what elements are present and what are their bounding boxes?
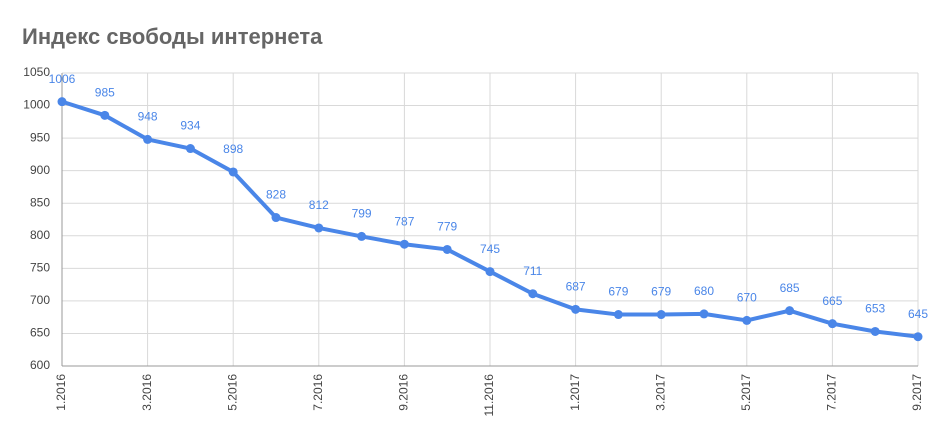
point bbox=[314, 223, 324, 233]
point bbox=[271, 213, 281, 223]
y-tick-label: 800 bbox=[30, 228, 50, 242]
data-label: 680 bbox=[694, 284, 714, 298]
y-tick-label: 1000 bbox=[23, 98, 50, 112]
point bbox=[656, 310, 666, 320]
point bbox=[442, 244, 452, 254]
data-label: 898 bbox=[223, 142, 243, 156]
point bbox=[100, 110, 110, 120]
x-tick-label: 5.2016 bbox=[225, 374, 239, 411]
point bbox=[571, 304, 581, 314]
y-tick-label: 850 bbox=[30, 195, 50, 209]
y-tick-label: 750 bbox=[30, 261, 50, 275]
data-label: 679 bbox=[608, 285, 628, 299]
data-label: 985 bbox=[95, 85, 115, 99]
x-tick-label: 7.2017 bbox=[825, 374, 839, 411]
y-tick-label: 1050 bbox=[23, 65, 50, 79]
data-label: 687 bbox=[566, 280, 586, 294]
point bbox=[357, 231, 367, 241]
y-tick-label: 700 bbox=[30, 293, 50, 307]
x-tick-label: 9.2016 bbox=[397, 374, 411, 411]
data-label: 787 bbox=[394, 214, 414, 228]
data-label: 685 bbox=[780, 281, 800, 295]
x-tick-label: 7.2016 bbox=[311, 374, 325, 411]
point bbox=[613, 310, 623, 320]
y-tick-label: 650 bbox=[30, 326, 50, 340]
x-tick-label: 1.2017 bbox=[568, 374, 582, 411]
point bbox=[228, 167, 238, 177]
data-label: 711 bbox=[523, 264, 542, 278]
data-label: 934 bbox=[180, 119, 200, 133]
point bbox=[399, 239, 409, 249]
data-label: 1006 bbox=[49, 72, 76, 86]
point bbox=[699, 309, 709, 319]
x-tick-label: 3.2016 bbox=[140, 374, 154, 411]
point bbox=[785, 306, 795, 316]
data-label: 745 bbox=[480, 242, 500, 256]
data-label: 670 bbox=[737, 291, 757, 305]
point bbox=[185, 144, 195, 154]
chart-title: Индекс свободы интернета bbox=[22, 24, 323, 49]
data-label: 679 bbox=[651, 285, 671, 299]
data-label: 799 bbox=[352, 207, 372, 221]
point bbox=[870, 326, 880, 336]
point bbox=[143, 134, 153, 144]
data-label: 653 bbox=[865, 302, 885, 316]
data-label: 665 bbox=[822, 294, 842, 308]
data-label: 828 bbox=[266, 188, 286, 202]
point bbox=[742, 315, 752, 325]
x-tick-label: 1.2016 bbox=[54, 374, 68, 411]
data-label: 948 bbox=[138, 110, 158, 124]
data-label: 645 bbox=[908, 307, 928, 321]
y-tick-label: 900 bbox=[30, 163, 50, 177]
point bbox=[827, 319, 837, 329]
x-tick-label: 5.2017 bbox=[739, 374, 753, 411]
point bbox=[913, 332, 923, 342]
y-tick-label: 600 bbox=[30, 358, 50, 372]
point bbox=[57, 97, 67, 107]
point bbox=[528, 289, 538, 299]
x-tick-label: 3.2017 bbox=[653, 374, 667, 411]
point bbox=[485, 267, 495, 277]
x-tick-label: 9.2017 bbox=[910, 374, 924, 411]
data-label: 812 bbox=[309, 198, 329, 212]
y-tick-label: 950 bbox=[30, 130, 50, 144]
data-label: 779 bbox=[437, 220, 457, 234]
x-tick-label: 11.2016 bbox=[482, 374, 496, 417]
